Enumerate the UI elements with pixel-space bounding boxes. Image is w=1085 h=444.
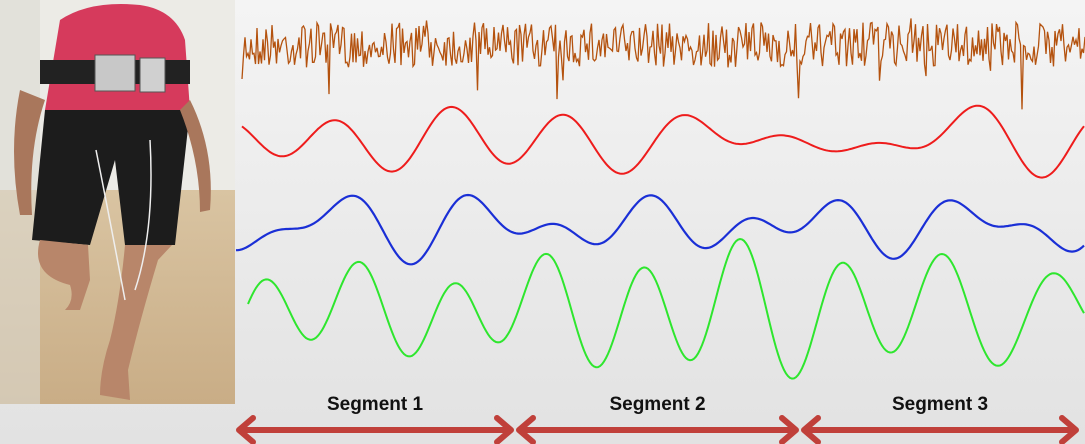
segment-arrow: [801, 415, 1079, 444]
segment-label: Segment 2: [609, 394, 705, 415]
signal-traces: [236, 18, 1085, 380]
segment-label: Segment 3: [892, 394, 988, 415]
segment-arrows: [236, 415, 1079, 444]
segment-arrow: [236, 415, 514, 444]
noisy-trace: [241, 18, 1085, 110]
segment-arrow: [516, 415, 799, 444]
blue-trace: [236, 193, 1085, 266]
red-trace: [241, 104, 1085, 179]
segment-label: Segment 1: [327, 394, 424, 415]
photo: [0, 0, 235, 404]
green-trace: [247, 237, 1085, 380]
